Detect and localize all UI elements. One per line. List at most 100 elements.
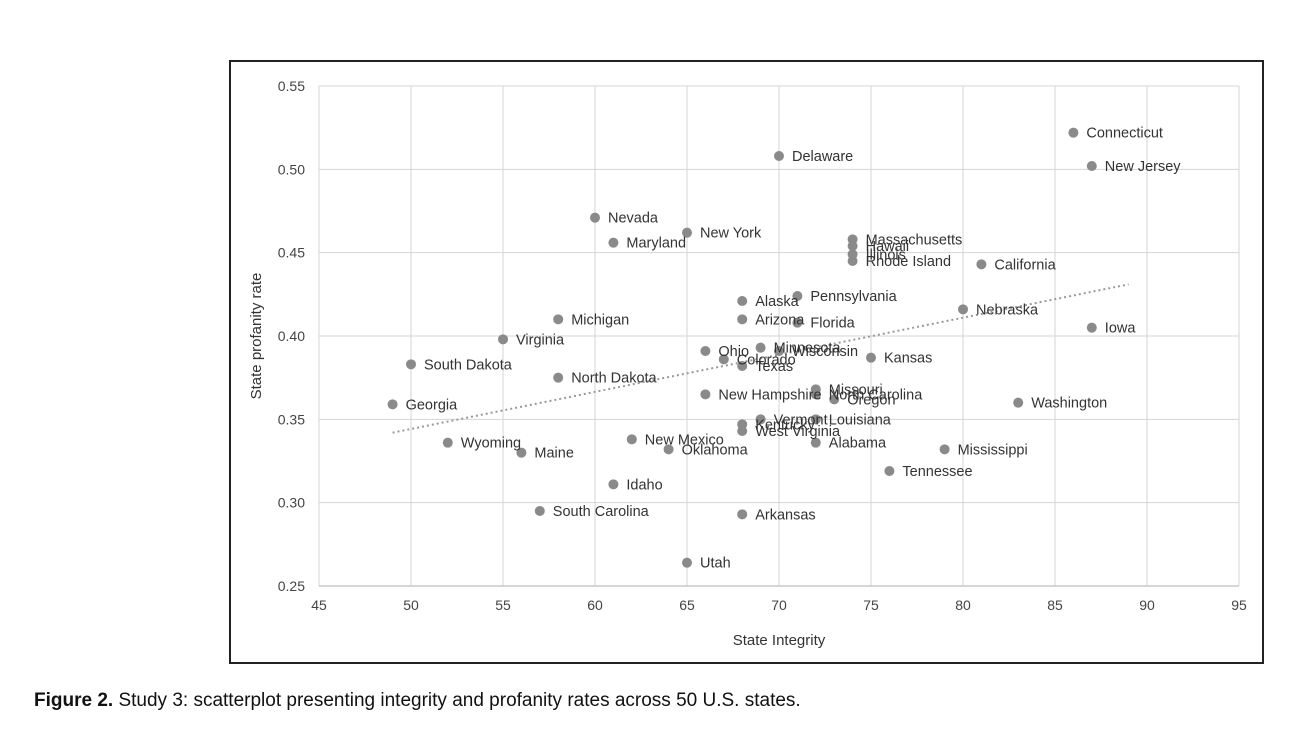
data-point-label: Virginia — [516, 332, 565, 348]
data-point — [755, 342, 766, 353]
grid-layer — [318, 85, 1240, 587]
data-point — [1086, 322, 1097, 333]
x-axis-title: State Integrity — [733, 632, 826, 649]
data-point — [774, 346, 784, 356]
data-point-label: Maryland — [626, 236, 686, 252]
data-point — [682, 227, 692, 238]
data-point-label: Pennsylvania — [810, 289, 897, 305]
data-point-label: North Dakota — [571, 371, 657, 387]
scatter-chart: Connecticut New Jersey Delaware Nevada New Y… — [248, 78, 1247, 649]
data-point-label: Mississippi — [958, 442, 1028, 458]
trendline-layer — [392, 283, 1129, 434]
data-point — [1068, 127, 1079, 138]
y-tick-label: 0.35 — [278, 411, 305, 427]
data-point-label: Rhode Island — [866, 254, 951, 270]
data-point — [737, 314, 748, 325]
y-tick-label: 0.50 — [278, 161, 305, 177]
data-point-label: Illinois — [866, 247, 906, 263]
data-point — [774, 151, 784, 161]
data-point — [516, 447, 527, 458]
data-point-label: Massachusetts — [866, 232, 963, 248]
data-point-label: Michigan — [571, 312, 629, 328]
data-point — [700, 346, 711, 356]
data-point-label: Texas — [755, 359, 793, 375]
data-point-label: Kentucky — [755, 417, 815, 433]
data-point — [406, 359, 416, 370]
data-point-label: Arizona — [755, 312, 805, 328]
x-tick-label: 75 — [863, 597, 879, 613]
chart-frame: Connecticut New Jersey Delaware Nevada New Y… — [229, 60, 1264, 664]
data-point-label: Wisconsin — [792, 344, 858, 360]
data-point — [829, 394, 840, 405]
figure-label: Figure 2. — [34, 690, 114, 711]
data-point-label: Nebraska — [976, 302, 1039, 318]
data-point — [553, 372, 564, 383]
data-point-label: Nevada — [608, 211, 659, 227]
data-point-label: Washington — [1031, 396, 1107, 412]
data-point-label: Florida — [810, 316, 855, 332]
data-point-label: California — [994, 257, 1056, 273]
x-tick-label: 55 — [495, 597, 511, 613]
data-point-label: Alabama — [829, 436, 887, 452]
data-point — [590, 212, 600, 223]
data-point-label: Idaho — [626, 477, 662, 493]
data-point — [939, 444, 950, 455]
data-point-label: Minnesota — [774, 341, 842, 357]
data-point-label: Kansas — [884, 351, 932, 367]
data-point-label: Tennessee — [902, 464, 972, 480]
x-tick-label: 45 — [311, 597, 327, 613]
data-point-label: New Jersey — [1105, 159, 1181, 175]
data-point-label: Ohio — [718, 344, 749, 360]
y-tick-label: 0.55 — [278, 78, 305, 94]
data-point — [534, 506, 545, 516]
data-point — [792, 291, 803, 301]
x-tick-label: 50 — [403, 597, 419, 613]
data-point — [810, 437, 821, 448]
x-tick-label: 80 — [955, 597, 971, 613]
data-point-label: South Carolina — [553, 504, 650, 520]
data-point — [608, 479, 619, 490]
data-point-label: Maine — [534, 446, 574, 462]
data-point — [755, 414, 766, 425]
data-point — [810, 414, 821, 425]
data-point-label: Utah — [700, 556, 731, 572]
data-point-label: South Dakota — [424, 357, 513, 373]
data-point-label: New Mexico — [645, 432, 724, 448]
data-point-label: Oregon — [847, 392, 895, 408]
data-point-label: Alaska — [755, 294, 799, 310]
data-point — [976, 259, 987, 270]
data-point — [1013, 397, 1024, 408]
data-point-label: New Hampshire — [718, 387, 821, 403]
data-point — [1086, 161, 1097, 171]
data-point-label: Wyoming — [461, 436, 521, 452]
y-tick-label: 0.30 — [278, 495, 305, 511]
data-point-label: New York — [700, 226, 762, 242]
data-point — [553, 314, 564, 325]
data-point-label: Iowa — [1105, 321, 1137, 337]
data-point — [737, 426, 748, 436]
data-point — [792, 317, 803, 328]
x-tick-label: 95 — [1231, 597, 1247, 613]
trendline — [392, 283, 1129, 434]
points-layer — [387, 127, 1097, 568]
data-point-label: Connecticut — [1086, 126, 1163, 142]
data-point — [718, 354, 729, 365]
x-tick-label: 85 — [1047, 597, 1063, 613]
y-axis-title: State profanity rate — [248, 273, 265, 400]
x-tick-label: 70 — [771, 597, 787, 613]
y-tick-label: 0.40 — [278, 328, 305, 344]
data-point — [442, 437, 453, 448]
data-point-label: Arkansas — [755, 507, 815, 523]
tick-labels-layer: 45 50 55 60 65 70 75 80 85 90 95 0.25 0.30 0.35 0.40 0.… — [278, 78, 1247, 613]
data-point — [700, 389, 711, 400]
data-point-label: North Carolina — [829, 387, 923, 403]
data-point — [737, 509, 748, 520]
data-point — [737, 296, 748, 306]
data-point — [847, 241, 858, 251]
data-point — [682, 557, 692, 568]
x-tick-label: 60 — [587, 597, 603, 613]
data-point — [387, 399, 398, 410]
data-point-label: Colorado — [737, 352, 796, 368]
data-point-label: West Virginia — [755, 424, 841, 440]
data-point — [737, 361, 748, 371]
